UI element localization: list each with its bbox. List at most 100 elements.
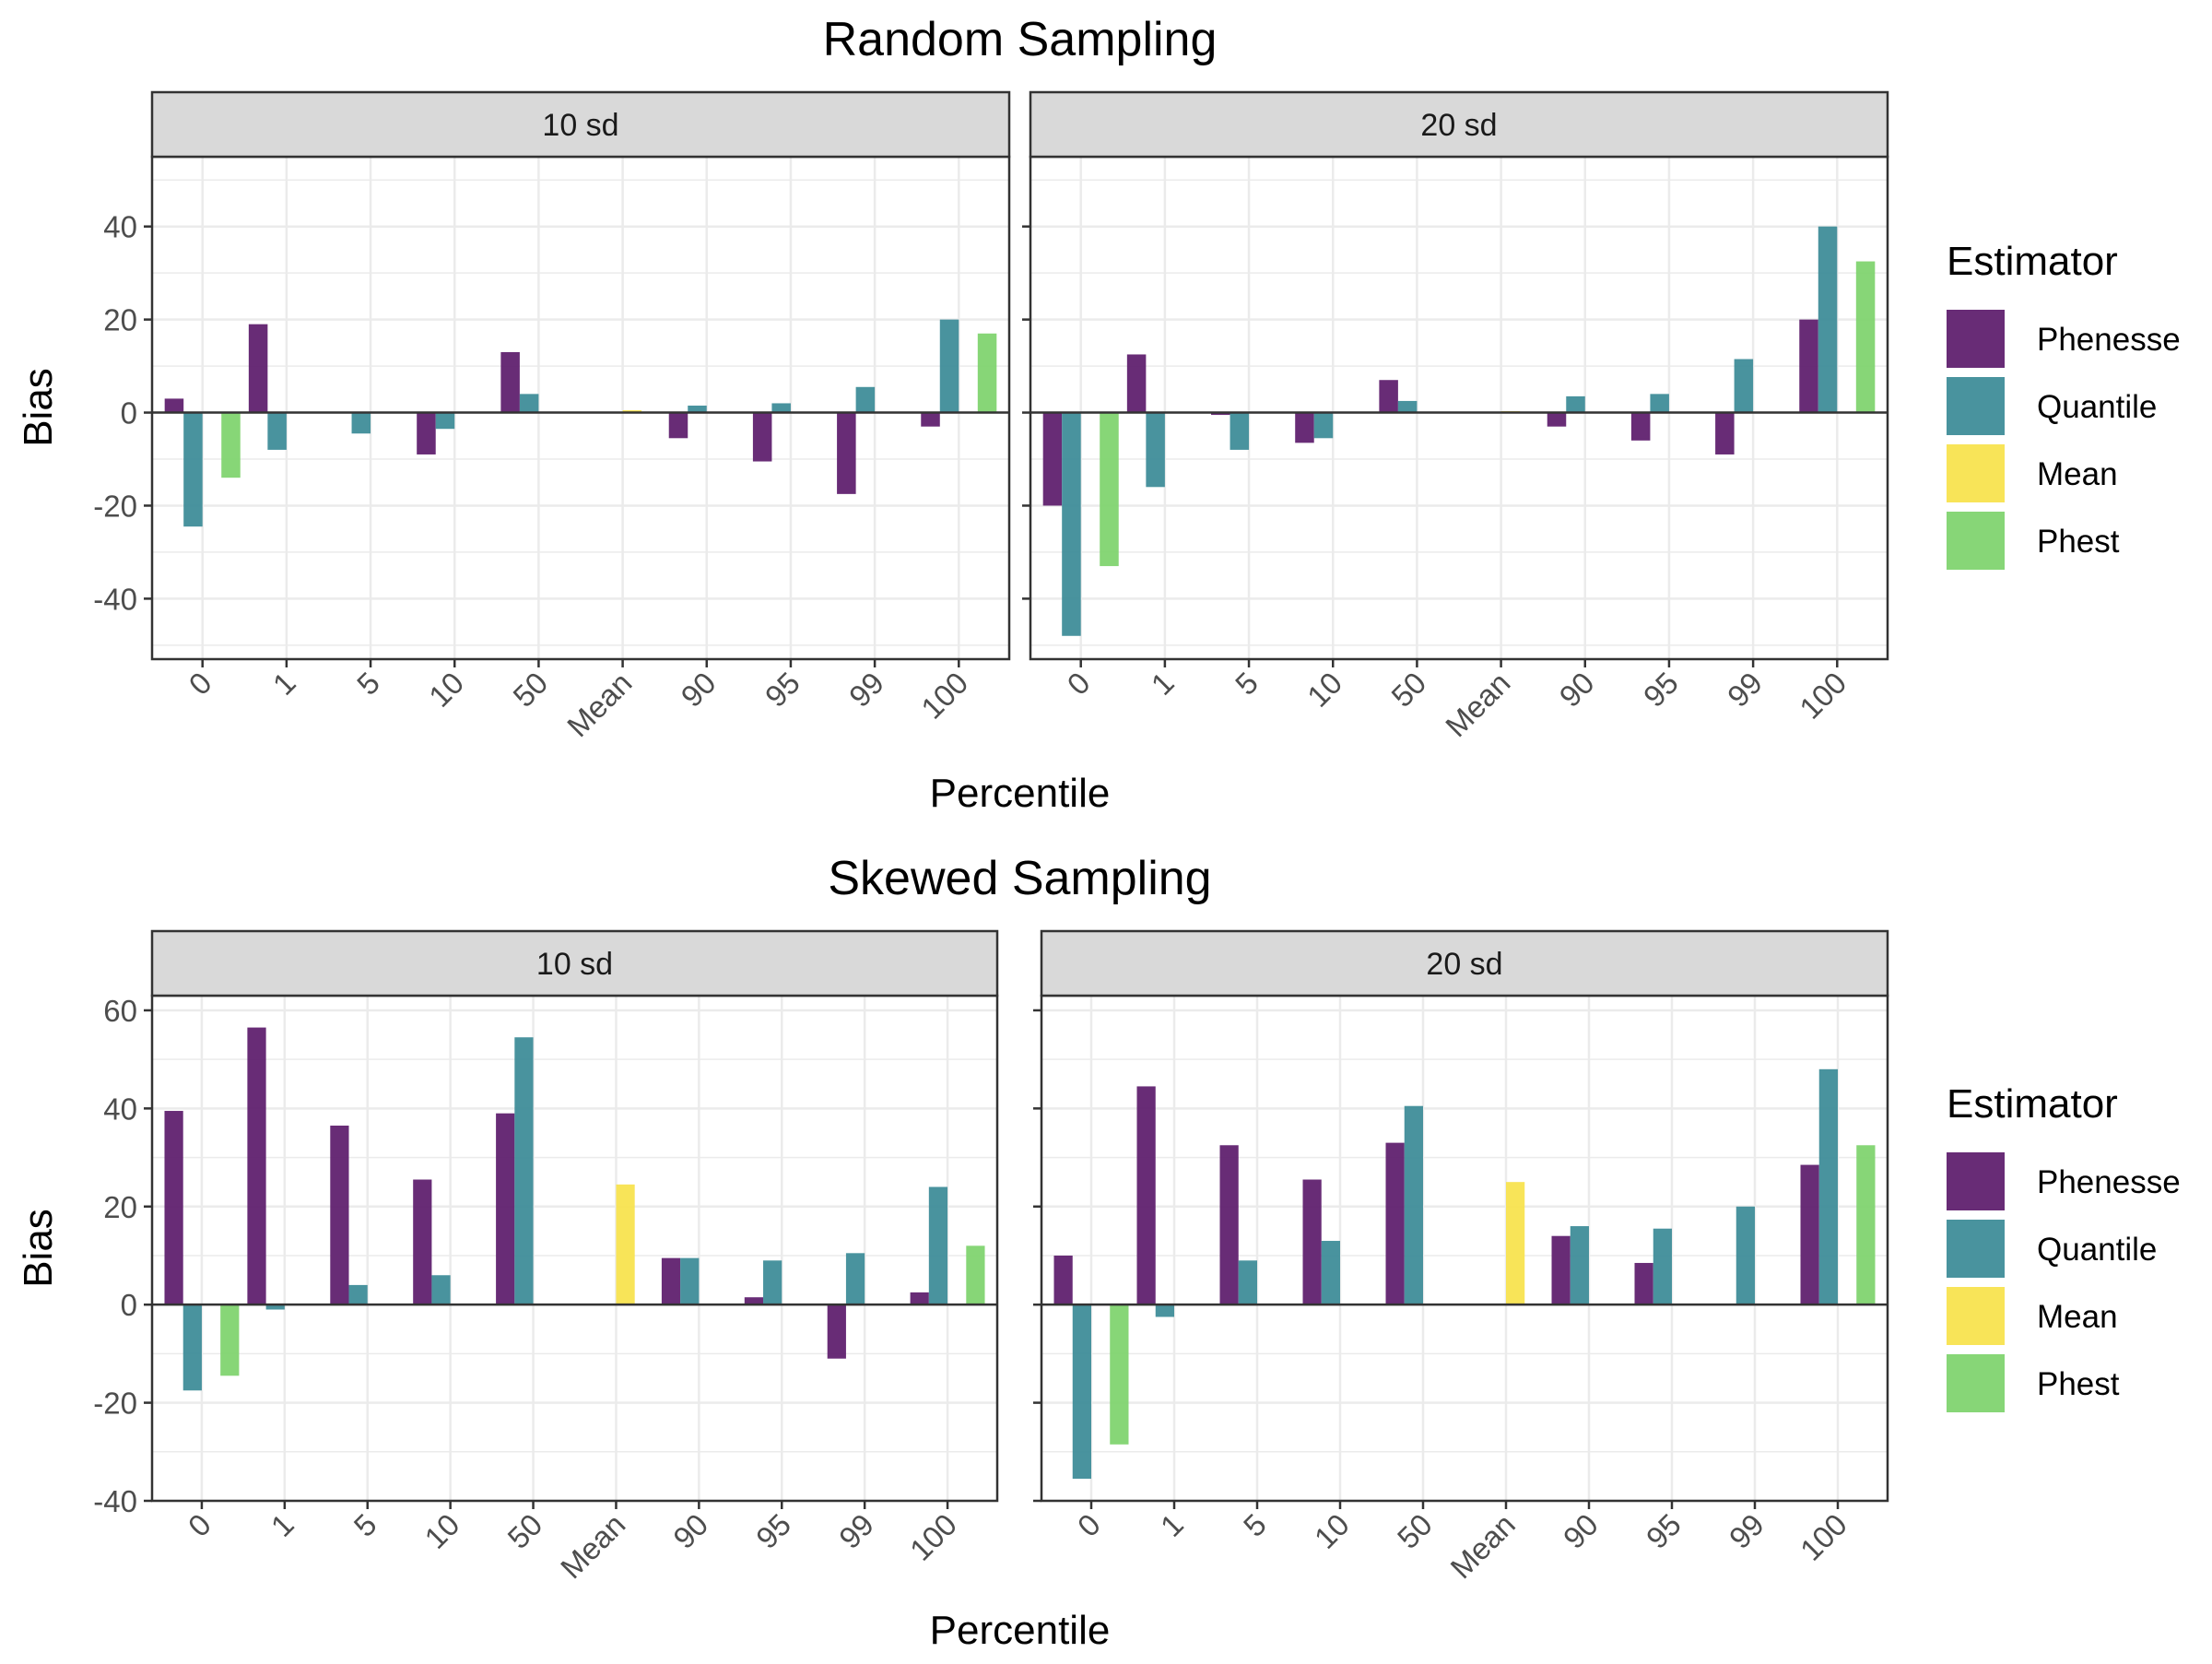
x-tick-label: 50 bbox=[506, 666, 554, 714]
bar-phenesse-100 bbox=[1800, 1164, 1819, 1305]
legend-label-phenesse: Phenesse bbox=[2037, 1164, 2181, 1200]
y-tick-label: 0 bbox=[121, 396, 137, 431]
y-axis-title: Bias bbox=[16, 368, 61, 447]
x-tick-label: 90 bbox=[666, 1507, 714, 1555]
bar-phenesse-5 bbox=[1219, 1145, 1239, 1305]
bar-phenesse-90 bbox=[1551, 1235, 1571, 1305]
bar-quantile-95 bbox=[763, 1260, 782, 1305]
legend-title: Estimator bbox=[1947, 1081, 2118, 1127]
y-tick-label: 40 bbox=[103, 1092, 137, 1126]
bar-quantile-50 bbox=[519, 394, 539, 413]
chart-title: Skewed Sampling bbox=[828, 852, 1211, 905]
chart-random-sampling: Random Sampling Bias Percentile 10 sd -40 -20… bbox=[16, 13, 2181, 816]
bar-quantile-0 bbox=[1072, 1304, 1091, 1480]
x-tick-label: 5 bbox=[350, 666, 386, 702]
y-tick-label: -40 bbox=[93, 582, 137, 616]
bar-phenesse-1 bbox=[1136, 1086, 1156, 1305]
legend-key-phenesse bbox=[1947, 310, 2005, 368]
legend-title: Estimator bbox=[1947, 239, 2118, 284]
facet-strip bbox=[1029, 90, 1889, 159]
x-tick-label: 50 bbox=[1384, 666, 1432, 714]
legend-key-mean bbox=[1947, 1287, 2005, 1345]
x-tick-label: 100 bbox=[1794, 1507, 1853, 1567]
bar-phenesse-99 bbox=[827, 1304, 846, 1359]
bar-quantile-90 bbox=[1566, 395, 1585, 413]
x-tick-label: 100 bbox=[1793, 666, 1853, 726]
bar-quantile-99 bbox=[1735, 1206, 1755, 1305]
facet-strip bbox=[150, 929, 999, 997]
chart-skewed-sampling: Skewed Sampling Bias Percentile 10 sd -40 -20… bbox=[16, 852, 2181, 1653]
legend-key-phest bbox=[1947, 1354, 2005, 1412]
bar-quantile-5 bbox=[348, 1284, 368, 1305]
facet-panel-20-sd: 20 sd 0 1 5 10 50 Mean 90 95 99 100 bbox=[1033, 929, 1889, 1585]
x-tick-label: 95 bbox=[1640, 1507, 1688, 1555]
y-tick-label: -40 bbox=[93, 1484, 137, 1518]
legend-label-phenesse: Phenesse bbox=[2037, 322, 2181, 358]
bar-phenesse-99 bbox=[837, 412, 856, 494]
bar-mean-mean bbox=[616, 1184, 635, 1305]
x-tick-label: 5 bbox=[1237, 1507, 1273, 1543]
bar-phenesse-5 bbox=[330, 1125, 349, 1305]
bar-phenesse-0 bbox=[164, 398, 184, 413]
chart-title: Random Sampling bbox=[823, 13, 1218, 66]
x-tick-label: 1 bbox=[1145, 666, 1181, 702]
bar-phest-0 bbox=[221, 412, 241, 478]
bar-phenesse-0 bbox=[1042, 412, 1063, 506]
bar-phenesse-100 bbox=[1799, 319, 1818, 413]
bar-quantile-99 bbox=[1734, 359, 1754, 413]
x-tick-label: 5 bbox=[347, 1507, 383, 1543]
bar-quantile-95 bbox=[1650, 394, 1669, 413]
bar-phenesse-99 bbox=[1715, 412, 1735, 454]
bar-phest-0 bbox=[1100, 412, 1119, 567]
bar-mean-mean bbox=[622, 410, 642, 413]
facet-strip-label: 20 sd bbox=[1420, 108, 1497, 143]
x-tick-label: 50 bbox=[500, 1507, 548, 1555]
bar-quantile-90 bbox=[688, 405, 707, 413]
bar-quantile-95 bbox=[1653, 1228, 1672, 1305]
bar-phenesse-100 bbox=[921, 412, 940, 427]
x-tick-label: 0 bbox=[182, 666, 218, 702]
legend-key-quantile bbox=[1947, 1220, 2005, 1278]
bar-phenesse-1 bbox=[248, 324, 268, 413]
x-tick-label: 90 bbox=[675, 666, 723, 714]
bar-quantile-50 bbox=[1397, 400, 1418, 413]
bar-phest-100 bbox=[977, 333, 997, 413]
x-tick-label: 10 bbox=[422, 666, 470, 714]
legend-key-quantile bbox=[1947, 377, 2005, 435]
bar-quantile-5 bbox=[1238, 1260, 1257, 1305]
facet-strip-label: 10 sd bbox=[536, 947, 613, 982]
x-tick-label: Mean bbox=[560, 666, 639, 744]
panel-background bbox=[1030, 157, 1888, 659]
bar-phest-100 bbox=[1855, 261, 1876, 413]
facet-panel-20-sd: 20 sd 0 1 5 10 50 Mean 90 95 99 100 bbox=[1022, 90, 1889, 743]
x-tick-label: 50 bbox=[1391, 1507, 1439, 1555]
x-tick-label: 0 bbox=[1071, 1507, 1107, 1543]
x-axis-title: Percentile bbox=[930, 771, 1111, 816]
bar-phenesse-90 bbox=[668, 412, 688, 439]
x-tick-label: 1 bbox=[266, 666, 302, 702]
x-tick-label: 5 bbox=[1229, 666, 1265, 702]
legend-label-phest: Phest bbox=[2037, 1366, 2120, 1402]
bar-quantile-5 bbox=[351, 412, 371, 434]
bar-quantile-95 bbox=[771, 403, 791, 413]
x-tick-label: 99 bbox=[1721, 666, 1769, 714]
bar-quantile-90 bbox=[1570, 1226, 1589, 1305]
x-tick-label: 99 bbox=[842, 666, 890, 714]
x-tick-label: 1 bbox=[265, 1507, 300, 1543]
bar-quantile-10 bbox=[435, 412, 455, 430]
x-tick-label: 95 bbox=[1637, 666, 1685, 714]
legend-key-phest bbox=[1947, 512, 2005, 570]
bar-phenesse-90 bbox=[661, 1257, 681, 1305]
y-axis-title: Bias bbox=[16, 1209, 61, 1288]
x-tick-label: Mean bbox=[554, 1507, 632, 1586]
bar-phenesse-10 bbox=[1295, 412, 1314, 443]
bar-quantile-1 bbox=[1155, 1304, 1174, 1317]
legend-label-quantile: Quantile bbox=[2037, 1232, 2157, 1268]
bar-quantile-1 bbox=[1146, 412, 1165, 488]
bar-quantile-1 bbox=[265, 1304, 285, 1310]
bar-phest-0 bbox=[220, 1304, 240, 1376]
x-tick-label: 95 bbox=[759, 666, 806, 714]
x-tick-label: 100 bbox=[914, 666, 974, 726]
